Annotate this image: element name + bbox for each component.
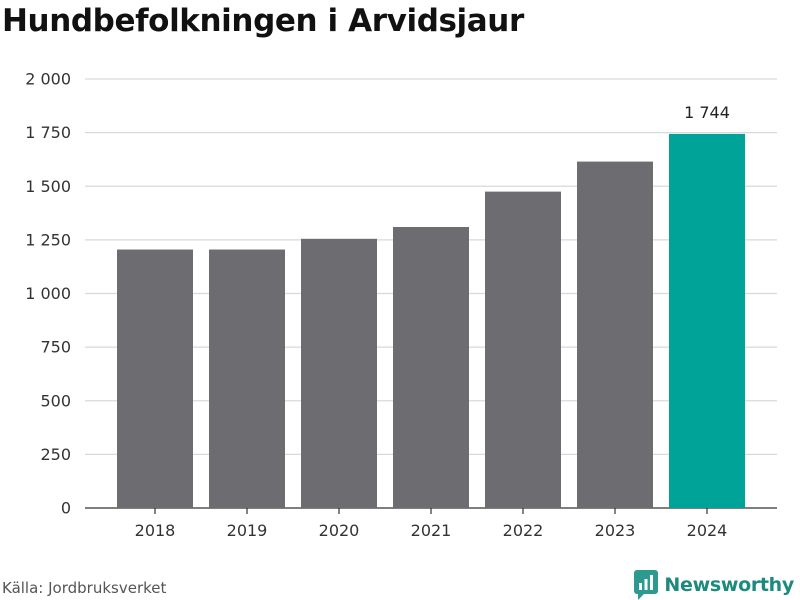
x-tick-label: 2020 (319, 521, 360, 540)
y-tick-label: 0 (61, 499, 71, 518)
x-tick-label: 2023 (595, 521, 636, 540)
brand-logo: Newsworthy (634, 570, 794, 600)
bar-2021 (393, 227, 469, 508)
y-tick-label: 2 000 (25, 70, 71, 89)
y-tick-label: 1 250 (25, 230, 71, 249)
y-tick-label: 750 (40, 338, 71, 357)
y-tick-label: 250 (40, 445, 71, 464)
bar-2020 (301, 238, 377, 509)
y-tick-label: 500 (40, 391, 71, 410)
x-tick-label: 2019 (227, 521, 268, 540)
data-labels: 1 744 (684, 103, 730, 122)
brand-name: Newsworthy (664, 574, 794, 596)
source-note: Källa: Jordbruksverket (2, 579, 167, 597)
newsworthy-logo-icon (634, 570, 659, 600)
bar-2022 (485, 191, 561, 509)
x-tick-label: 2018 (135, 521, 176, 540)
data-label: 1 744 (684, 103, 730, 122)
bar-2018 (117, 249, 193, 508)
x-tick-label: 2021 (411, 521, 452, 540)
bar-2023 (577, 161, 653, 508)
bar-2024 (669, 133, 745, 509)
y-axis-ticks: 0 250 500 750 1 000 1 250 1 500 1 750 2 000 (25, 70, 71, 518)
bars (117, 133, 745, 509)
x-tick-label: 2024 (687, 521, 728, 540)
x-tick-label: 2022 (503, 521, 544, 540)
chart-title: Hundbefolkningen i Arvidsjaur (2, 3, 524, 39)
y-tick-label: 1 750 (25, 123, 71, 142)
y-tick-label: 1 500 (25, 177, 71, 196)
bar-2019 (209, 249, 285, 508)
x-axis-ticks: 2018 2019 2020 2021 2022 2023 2024 (135, 508, 728, 540)
y-tick-label: 1 000 (25, 284, 71, 303)
